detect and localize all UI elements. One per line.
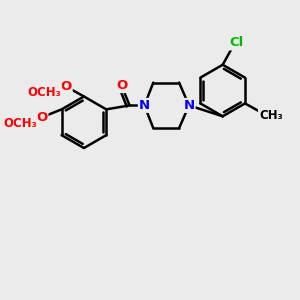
Text: O: O [61,80,72,93]
Text: OCH₃: OCH₃ [27,86,61,99]
Text: N: N [183,99,195,112]
Text: N: N [139,99,150,112]
Text: OCH₃: OCH₃ [3,117,37,130]
Text: O: O [116,79,127,92]
Text: O: O [36,111,47,124]
Text: Cl: Cl [230,37,244,50]
Text: CH₃: CH₃ [259,109,283,122]
